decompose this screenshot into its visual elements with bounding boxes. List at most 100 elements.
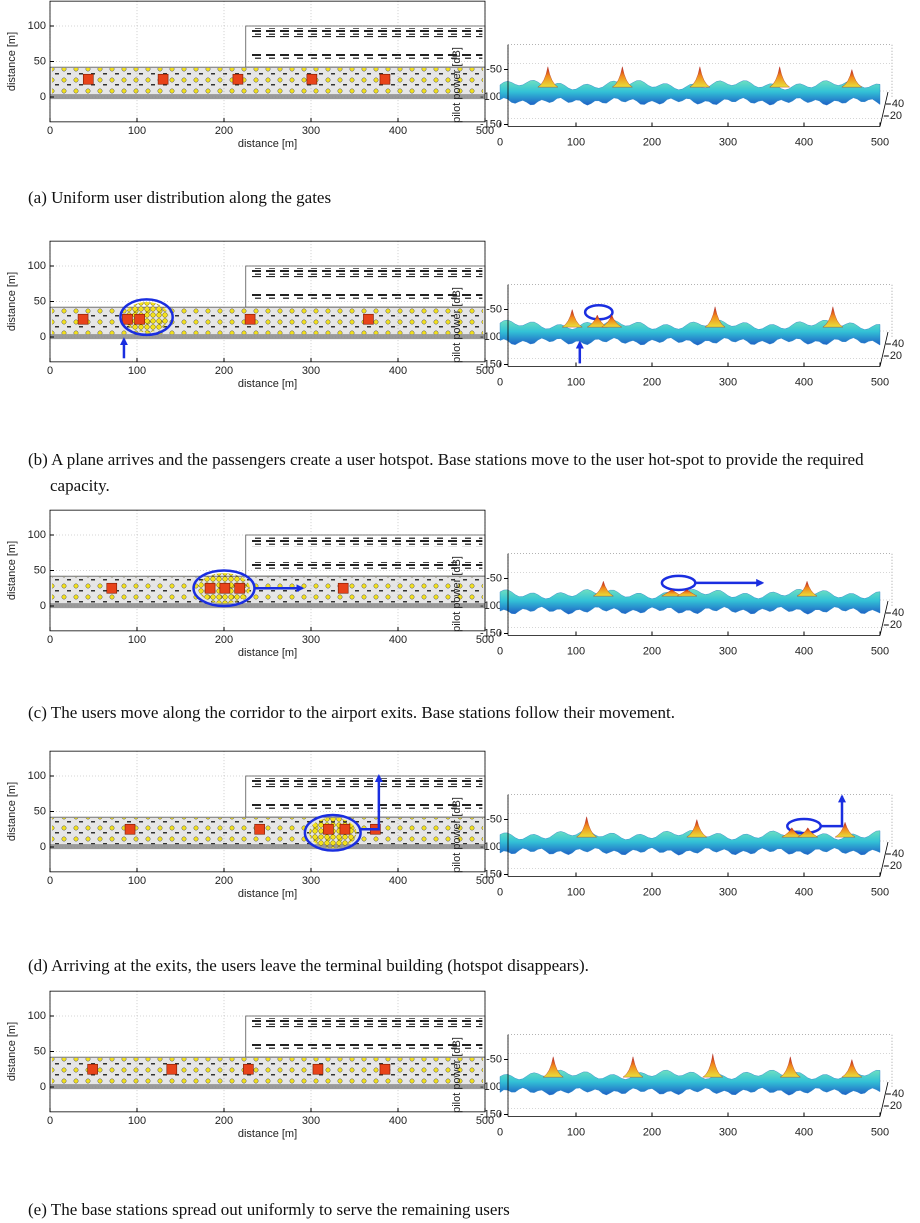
y-tick-label: 100 xyxy=(28,20,46,32)
power-peak xyxy=(702,1053,724,1078)
users xyxy=(52,1057,483,1085)
z-tick-label: -150 xyxy=(480,1108,502,1120)
z-tick-label: -100 xyxy=(480,331,502,343)
hotspot-users xyxy=(124,302,169,333)
base-station xyxy=(82,73,94,85)
depth-tick-label: 40 xyxy=(892,607,904,619)
base-station xyxy=(87,1063,98,1075)
users xyxy=(52,576,483,604)
base-station xyxy=(204,582,216,594)
z-axis-label: pilot power [dB] xyxy=(451,287,463,363)
x-tick-label: 0 xyxy=(47,1115,53,1127)
depth-tick-label: 40 xyxy=(892,338,904,350)
movement-arrow xyxy=(360,774,383,831)
power-peak xyxy=(796,580,818,597)
hotspot-annotation xyxy=(660,574,697,592)
rooms xyxy=(248,561,483,569)
x-tick-label: 400 xyxy=(389,365,407,377)
base-station xyxy=(219,582,231,594)
x-tick-label: 200 xyxy=(643,376,661,388)
x-tick-label: 100 xyxy=(128,875,146,887)
x-tick-label: 500 xyxy=(476,365,494,377)
rooms xyxy=(248,802,483,810)
x-tick-label: 400 xyxy=(795,1126,813,1138)
z-tick-label: -100 xyxy=(480,91,502,103)
x-tick-label: 500 xyxy=(871,136,889,148)
power-peak xyxy=(611,66,634,88)
x-tick-label: 400 xyxy=(795,645,813,657)
base-station xyxy=(379,1063,391,1075)
y-axis-label: distance [m] xyxy=(6,32,18,91)
base-station xyxy=(122,313,133,325)
axes-box xyxy=(49,509,486,632)
x-tick-label: 0 xyxy=(497,136,503,148)
base-station xyxy=(306,73,318,85)
depth-axis xyxy=(879,600,889,636)
power-peak xyxy=(797,827,819,838)
power-peak xyxy=(781,827,803,838)
base-station xyxy=(339,823,351,835)
x-tick-label: 100 xyxy=(128,1115,146,1127)
y-axis-label: distance [m] xyxy=(6,272,18,331)
x-tick-label: 500 xyxy=(871,886,889,898)
x-tick-label: 400 xyxy=(389,634,407,646)
x-tick-label: 300 xyxy=(719,136,737,148)
depth-axis xyxy=(879,331,889,367)
depth-axis xyxy=(879,841,889,877)
power-peak xyxy=(542,1056,564,1078)
z-tick-label: -150 xyxy=(480,627,502,639)
x-tick-label: 300 xyxy=(719,376,737,388)
power-peak xyxy=(689,66,711,88)
y-tick-label: 0 xyxy=(40,331,46,343)
caption: (a) Uniform user distribution along the … xyxy=(28,188,332,207)
power-peak xyxy=(704,306,726,328)
power-peak xyxy=(622,1056,644,1078)
depth-tick-label: 20 xyxy=(890,350,902,362)
base-station xyxy=(323,823,334,835)
axes-box xyxy=(49,240,486,363)
rooms xyxy=(248,268,483,278)
base-station xyxy=(363,313,374,325)
y-tick-label: 50 xyxy=(34,295,46,307)
base-station xyxy=(232,73,244,85)
depth-tick-label: 20 xyxy=(890,1100,902,1112)
x-tick-label: 200 xyxy=(215,634,233,646)
y-axis-label: distance [m] xyxy=(6,1022,18,1081)
z-tick-label: -50 xyxy=(486,572,502,584)
power-peak xyxy=(779,1056,802,1078)
rooms xyxy=(248,52,483,60)
y-tick-label: 0 xyxy=(40,600,46,612)
z-axis-label: pilot power [dB] xyxy=(451,1037,463,1113)
x-tick-label: 300 xyxy=(719,1126,737,1138)
depth-tick-label: 20 xyxy=(890,619,902,631)
y-tick-label: 0 xyxy=(40,91,46,103)
x-tick-label: 100 xyxy=(567,886,585,898)
x-tick-label: 0 xyxy=(497,645,503,657)
x-tick-label: 200 xyxy=(643,645,661,657)
x-tick-label: 200 xyxy=(643,1126,661,1138)
z-tick-label: -100 xyxy=(480,600,502,612)
z-tick-label: -150 xyxy=(480,118,502,130)
depth-tick-label: 40 xyxy=(892,848,904,860)
x-axis-label: distance [m] xyxy=(238,138,297,150)
base-station xyxy=(244,313,256,325)
x-tick-label: 400 xyxy=(389,1115,407,1127)
x-tick-label: 0 xyxy=(47,634,53,646)
floor-strip xyxy=(50,844,485,850)
x-tick-label: 400 xyxy=(389,875,407,887)
floor-strip xyxy=(50,334,485,340)
x-tick-label: 200 xyxy=(643,136,661,148)
power-peak xyxy=(561,309,583,328)
x-tick-label: 400 xyxy=(795,136,813,148)
x-tick-label: 100 xyxy=(567,376,585,388)
rooms xyxy=(248,292,483,300)
floor-strip xyxy=(50,94,485,100)
power-peak xyxy=(592,580,615,597)
base-station xyxy=(166,1063,178,1075)
x-tick-label: 300 xyxy=(719,645,737,657)
y-tick-label: 100 xyxy=(28,260,46,272)
x-tick-label: 400 xyxy=(389,125,407,137)
axes-box xyxy=(49,750,486,873)
base-station xyxy=(312,1063,324,1075)
